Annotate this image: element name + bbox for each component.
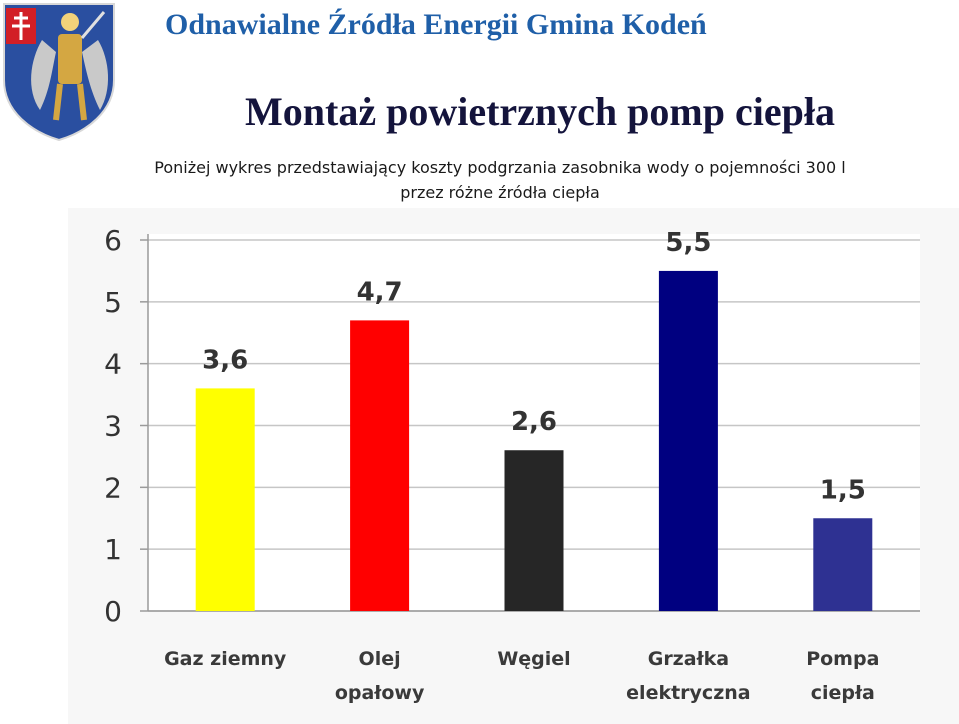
coat-of-arms-icon	[3, 3, 115, 142]
x-category-label: Pompa	[806, 648, 879, 670]
bar	[350, 320, 410, 611]
x-category-label: Olej	[359, 648, 401, 670]
bar	[813, 518, 873, 611]
caption-line-1: Poniżej wykres przedstawiający koszty po…	[154, 158, 846, 177]
bar	[658, 270, 718, 611]
bar-chart-canvas: 0 1 2 3 4 5 6 3,6 Gaz ziemny 4,7 Olej opałowy 2,6 Węg…	[104, 224, 920, 704]
slide-title: Montaż powietrznych pomp ciepła	[245, 89, 835, 134]
data-label: 5,5	[665, 228, 711, 258]
y-tick-label: 0	[104, 595, 122, 628]
x-category-label: Węgiel	[497, 648, 570, 670]
data-label: 3,6	[202, 345, 248, 375]
data-label: 2,6	[511, 407, 557, 437]
x-category-label: opałowy	[335, 682, 425, 704]
bar	[504, 450, 564, 611]
y-tick-label: 1	[104, 533, 122, 566]
x-category-label: elektryczna	[626, 682, 750, 704]
bar-chart: 0 1 2 3 4 5 6 3,6 Gaz ziemny 4,7 Olej opałowy 2,6 Węg…	[68, 208, 959, 724]
bar	[195, 388, 255, 611]
y-tick-label: 4	[104, 348, 122, 381]
y-tick-label: 2	[104, 471, 122, 504]
x-category-label: ciepła	[811, 682, 875, 704]
y-tick-label: 6	[104, 224, 122, 257]
municipality-title: Odnawialne Źródła Energii Gmina Kodeń	[165, 8, 707, 41]
chart-caption: Poniżej wykres przedstawiający koszty po…	[40, 155, 959, 205]
data-label: 4,7	[357, 277, 403, 307]
x-category-label: Grzałka	[648, 648, 729, 670]
x-category-label: Gaz ziemny	[164, 648, 287, 670]
data-label: 1,5	[820, 475, 866, 505]
y-tick-label: 5	[104, 286, 122, 319]
y-tick-label: 3	[104, 410, 122, 443]
caption-line-2: przez różne źródła ciepła	[400, 183, 600, 202]
